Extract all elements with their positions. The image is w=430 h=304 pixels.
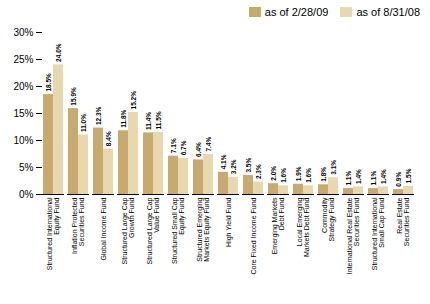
svg-text:3.2%: 3.2% (230, 159, 237, 174)
svg-text:15.2%: 15.2% (130, 91, 137, 110)
svg-text:11.0%: 11.0% (80, 114, 87, 132)
html-text:as of 8/31/08: as of 8/31/08 (356, 6, 420, 18)
svg-text:International Real EstateSecur: International Real EstateSecurities Fund (346, 197, 360, 274)
svg-text:2.0%: 2.0% (270, 166, 277, 181)
svg-text:6.7%: 6.7% (180, 140, 187, 155)
svg-text:30%: 30% (13, 27, 33, 38)
svg-text:5%: 5% (19, 162, 34, 173)
html-text:as of 2/28/09: as of 2/28/09 (264, 6, 329, 18)
svg-text:3.1%: 3.1% (330, 160, 337, 175)
svg-text:3.5%: 3.5% (245, 158, 252, 173)
svg-text:11.8%: 11.8% (120, 109, 127, 127)
svg-text:6.4%: 6.4% (195, 142, 202, 157)
svg-text:11.5%: 11.5% (155, 111, 162, 129)
svg-text:1.4%: 1.4% (355, 169, 362, 184)
svg-text:Structured Large CapValue Fund: Structured Large CapValue Fund (146, 197, 160, 264)
svg-text:Structured Large CapGrowth Fun: Structured Large CapGrowth Fund (121, 197, 135, 264)
svg-text:Structured Small CapEquity Fun: Structured Small CapEquity Fund (171, 197, 186, 264)
svg-text:Structured InternationalEquity: Structured InternationalEquity Fund (46, 197, 61, 270)
svg-text:0.9%: 0.9% (395, 172, 402, 187)
svg-text:1.5%: 1.5% (405, 168, 412, 183)
svg-text:1.8%: 1.8% (320, 167, 327, 182)
svg-text:1.6%: 1.6% (280, 168, 287, 183)
svg-text:8.4%: 8.4% (105, 131, 112, 146)
svg-text:Structured InternationalSmall: Structured InternationalSmall Cap Fund (371, 197, 386, 270)
svg-text:Structured EmergingMarkets Equ: Structured EmergingMarkets Equity Fund (196, 197, 211, 261)
svg-text:Global Income Fund: Global Income Fund (100, 197, 107, 260)
svg-text:Emerging MarketsDebt Fund: Emerging MarketsDebt Fund (271, 197, 285, 254)
svg-text:Real EstateSecurities Fund: Real EstateSecurities Fund (396, 197, 410, 246)
svg-text:Local EmergingMarkets Debt Fun: Local EmergingMarkets Debt Fund (296, 197, 310, 257)
svg-text:High Yield Fund: High Yield Fund (225, 197, 233, 247)
svg-text:1.4%: 1.4% (380, 169, 387, 184)
svg-text:0%: 0% (19, 189, 34, 200)
svg-text:Core Fixed Income Fund: Core Fixed Income Fund (250, 197, 257, 274)
svg-text:12.3%: 12.3% (95, 106, 102, 125)
svg-text:10%: 10% (13, 135, 33, 146)
svg-text:1.1%: 1.1% (345, 171, 352, 186)
svg-text:20%: 20% (13, 81, 33, 92)
svg-text:15.9%: 15.9% (70, 87, 77, 106)
svg-text:24.0%: 24.0% (55, 43, 62, 62)
svg-text:11.4%: 11.4% (145, 112, 152, 130)
svg-text:25%: 25% (13, 54, 33, 65)
svg-text:7.1%: 7.1% (170, 138, 177, 153)
svg-text:15%: 15% (13, 108, 33, 119)
svg-text:1.1%: 1.1% (370, 171, 377, 186)
svg-text:CommodityStrategy Fund: CommodityStrategy Fund (321, 197, 336, 241)
svg-text:7.4%: 7.4% (205, 137, 212, 152)
svg-text:Inflation ProtectedSecurities: Inflation ProtectedSecurities Fund (71, 197, 85, 254)
svg-text:2.3%: 2.3% (255, 164, 262, 179)
svg-text:1.6%: 1.6% (305, 168, 312, 183)
svg-text:4.1%: 4.1% (220, 154, 227, 169)
svg-text:18.5%: 18.5% (45, 73, 52, 92)
svg-text:1.9%: 1.9% (295, 166, 302, 181)
